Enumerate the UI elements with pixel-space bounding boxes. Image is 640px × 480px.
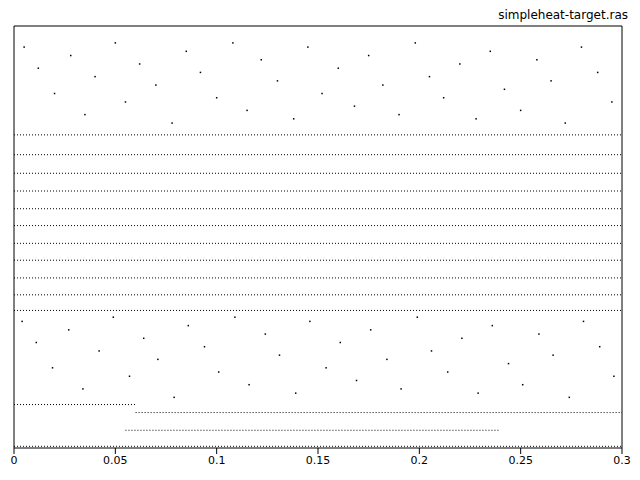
svg-text:0: 0 xyxy=(11,454,18,467)
svg-text:0.1: 0.1 xyxy=(208,454,226,467)
svg-text:0.3: 0.3 xyxy=(613,454,631,467)
html-text:simpleheat-target.ras: simpleheat-target.ras xyxy=(498,8,628,22)
svg-text:0.05: 0.05 xyxy=(103,454,128,467)
svg-text:0.2: 0.2 xyxy=(411,454,429,467)
svg-text:0.15: 0.15 xyxy=(306,454,331,467)
svg-text:0.25: 0.25 xyxy=(508,454,533,467)
